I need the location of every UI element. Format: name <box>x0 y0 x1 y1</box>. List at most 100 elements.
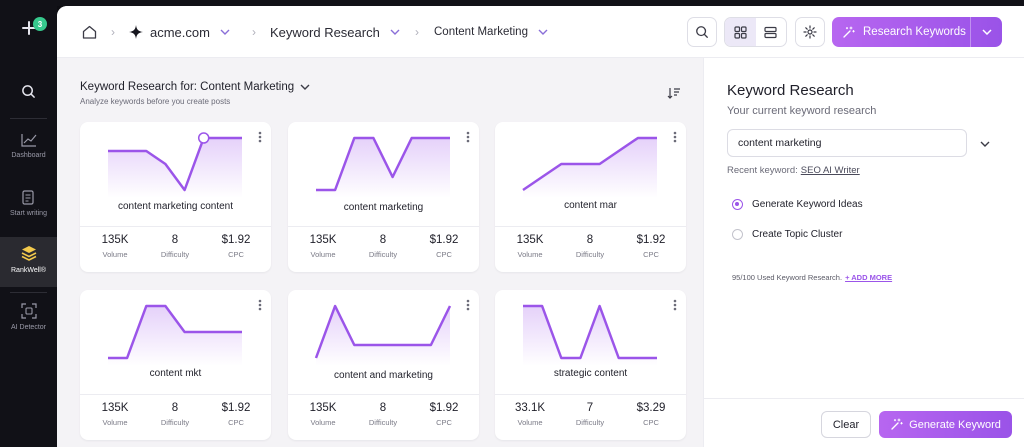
clear-button[interactable]: Clear <box>821 411 871 438</box>
metric-value: $1.92 <box>429 234 459 246</box>
metric-label: CPC <box>228 250 244 259</box>
grid-view-button[interactable] <box>725 18 756 46</box>
keyword-card[interactable]: content mkt 135K Volume 8 Difficulty $1.92 CPC <box>80 290 271 440</box>
rail-divider <box>10 118 47 119</box>
keyword-input[interactable]: content marketing <box>727 129 967 157</box>
view-toggle <box>724 17 787 47</box>
keyword-card[interactable]: strategic content 33.1K Volume 7 Difficulty $… <box>495 290 686 440</box>
card-menu-button[interactable] <box>673 298 677 316</box>
metric-value: 8 <box>586 234 594 246</box>
sort-icon <box>667 88 680 99</box>
breadcrumb-section[interactable]: Keyword Research <box>270 6 400 58</box>
search-button[interactable] <box>0 84 57 104</box>
breadcrumb-label: acme.com <box>150 24 210 40</box>
list-view-button[interactable] <box>756 18 787 46</box>
keyword-card[interactable]: content and marketing 135K Volume 8 Difficul… <box>288 290 479 440</box>
keyword-label: content and marketing <box>334 370 433 381</box>
metric-label: CPC <box>643 250 659 259</box>
keyword-card[interactable]: content mar 135K Volume 8 Difficulty $1.92 CPC <box>495 122 686 272</box>
research-keywords-button[interactable]: Research Keywords <box>832 17 1002 47</box>
metric-value: $1.92 <box>221 234 251 246</box>
sidebar-item-dashboard[interactable]: Dashboard <box>0 133 57 168</box>
metric-difficulty: 8 Difficulty <box>145 234 205 259</box>
gear-icon <box>803 25 817 39</box>
more-vertical-icon <box>673 299 677 311</box>
metric-label: CPC <box>436 418 452 427</box>
breadcrumb-site[interactable]: acme.com <box>129 6 230 58</box>
keyword-history-dropdown[interactable] <box>980 134 990 152</box>
search-button[interactable] <box>687 17 717 47</box>
trend-sparkline <box>522 136 657 198</box>
recent-keyword-label: Recent keyword: <box>727 165 798 176</box>
card-divider <box>80 226 271 227</box>
trend-area <box>316 306 450 366</box>
sidebar-item-rankwell[interactable]: RankWell® <box>0 237 57 287</box>
trend-point-marker <box>197 132 210 144</box>
card-divider <box>288 394 479 395</box>
breadcrumb-current[interactable]: Content Marketing <box>434 6 548 58</box>
keyword-card[interactable]: content marketing 135K Volume 8 Difficulty $1… <box>288 122 479 272</box>
home-button[interactable] <box>82 6 97 58</box>
metric-label: CPC <box>436 250 452 259</box>
settings-button[interactable] <box>795 17 825 47</box>
card-menu-button[interactable] <box>673 130 677 148</box>
results-heading[interactable]: Keyword Research for: Content Marketing <box>80 81 310 93</box>
trend-sparkline <box>316 136 450 198</box>
option-create-topic-cluster[interactable]: Create Topic Cluster <box>732 229 842 240</box>
trend-area <box>523 138 657 198</box>
metric-cpc: $1.92 CPC <box>414 402 474 427</box>
research-keywords-main[interactable]: Research Keywords <box>832 17 970 47</box>
metric-difficulty: 8 Difficulty <box>353 402 413 427</box>
metric-value: 33.1K <box>514 402 546 414</box>
card-menu-button[interactable] <box>466 298 470 316</box>
metric-value: 135K <box>309 402 337 414</box>
trend-sparkline <box>314 304 452 366</box>
page-subtitle: Analyze keywords before you create posts <box>80 97 231 106</box>
chart-line-icon <box>20 134 36 147</box>
notification-badge: 3 <box>33 17 47 31</box>
keyword-results-panel: Keyword Research for: Content Marketing … <box>57 58 703 447</box>
metric-value: 135K <box>516 234 544 246</box>
metric-label: Volume <box>102 250 128 259</box>
keyword-card[interactable]: content marketing content 135K Volume 8 Diff… <box>80 122 271 272</box>
radio-selected <box>732 199 743 210</box>
new-document-button[interactable] <box>0 20 57 50</box>
document-edit-icon <box>22 190 34 205</box>
option-generate-keyword-ideas[interactable]: Generate Keyword Ideas <box>732 199 863 210</box>
search-icon <box>696 26 708 38</box>
metric-label: Difficulty <box>575 418 605 427</box>
metric-value: $1.92 <box>221 402 251 414</box>
metric-volume: 135K Volume <box>500 234 560 259</box>
card-menu-button[interactable] <box>258 298 262 316</box>
panel-subtitle: Your current keyword research <box>727 105 877 117</box>
breadcrumb-separator: › <box>111 25 115 39</box>
card-menu-button[interactable] <box>466 130 470 148</box>
metric-volume: 135K Volume <box>293 402 353 427</box>
metric-label: Volume <box>517 418 543 427</box>
more-vertical-icon <box>466 131 470 143</box>
list-icon <box>764 26 777 38</box>
card-menu-button[interactable] <box>258 130 262 148</box>
chevron-down-icon <box>981 29 992 35</box>
trend-line <box>522 136 657 192</box>
radio-unselected <box>732 229 743 240</box>
plus-icon <box>21 21 36 35</box>
chevron-down-icon <box>390 29 400 35</box>
generate-keyword-button[interactable]: Generate Keyword <box>879 411 1012 438</box>
keyword-label: content marketing <box>343 202 424 213</box>
research-options-dropdown[interactable] <box>970 17 1002 47</box>
sidebar-item-label: AI Detector <box>10 324 46 331</box>
metric-value: $1.92 <box>429 402 459 414</box>
recent-keyword-link[interactable]: SEO AI Writer <box>800 165 860 176</box>
more-vertical-icon <box>258 131 262 143</box>
sidebar-item-start-writing[interactable]: Start writing <box>0 190 57 225</box>
trend-sparkline <box>108 132 242 198</box>
metric-difficulty: 8 Difficulty <box>560 234 620 259</box>
card-divider <box>80 394 271 395</box>
metric-value: 135K <box>101 234 129 246</box>
trend-line <box>108 136 242 192</box>
add-more-link[interactable]: + ADD MORE <box>845 273 893 282</box>
sidebar-item-ai-detector[interactable]: AI Detector <box>0 303 57 338</box>
sort-button[interactable] <box>667 86 681 104</box>
keyword-label: content mkt <box>149 368 202 379</box>
